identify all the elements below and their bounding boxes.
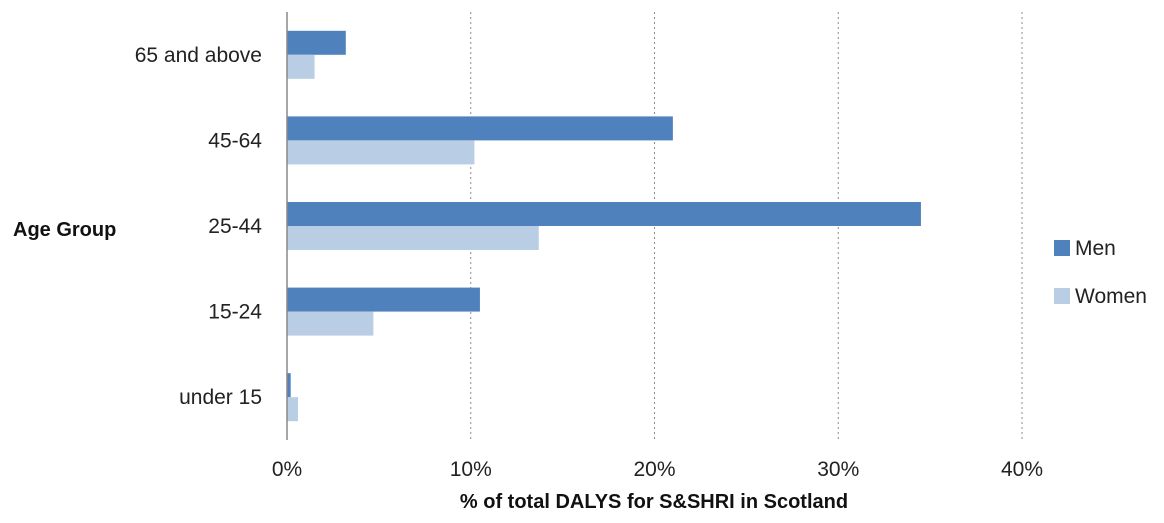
category-label: 15-24	[208, 301, 262, 324]
bar-men	[287, 287, 480, 312]
category-label: under 15	[179, 386, 262, 409]
y-axis-title: Age Group	[13, 219, 116, 241]
legend: Men Women	[1054, 237, 1147, 308]
x-tick-label: 10%	[450, 458, 492, 481]
bar-men	[287, 116, 673, 141]
legend-swatch	[1054, 240, 1070, 256]
legend-label: Men	[1075, 237, 1116, 260]
category-label: 45-64	[208, 129, 262, 152]
bar-men	[287, 30, 346, 55]
category-label: 25-44	[208, 215, 262, 238]
legend-swatch	[1054, 288, 1070, 304]
bar-women	[287, 397, 299, 422]
bars	[287, 30, 921, 422]
bar-women	[287, 54, 315, 79]
x-tick-label: 30%	[817, 458, 859, 481]
x-tick-label: 20%	[633, 458, 675, 481]
bar-women	[287, 311, 374, 336]
x-tick-label: 0%	[272, 458, 302, 481]
category-labels: 65 and above 45-64 25-44 15-24 under 15	[135, 44, 263, 409]
legend-label: Women	[1075, 285, 1147, 308]
x-tick-label: 40%	[1001, 458, 1043, 481]
bar-women	[287, 140, 475, 165]
gridlines	[470, 12, 1023, 440]
category-label: 65 and above	[135, 44, 262, 67]
bar-men	[287, 373, 291, 398]
bar-men	[287, 202, 921, 226]
bar-women	[287, 226, 539, 250]
x-tick-labels: 0% 10% 20% 30% 40%	[272, 458, 1043, 481]
x-axis-title: % of total DALYS for S&SHRI in Scotland	[460, 491, 848, 513]
